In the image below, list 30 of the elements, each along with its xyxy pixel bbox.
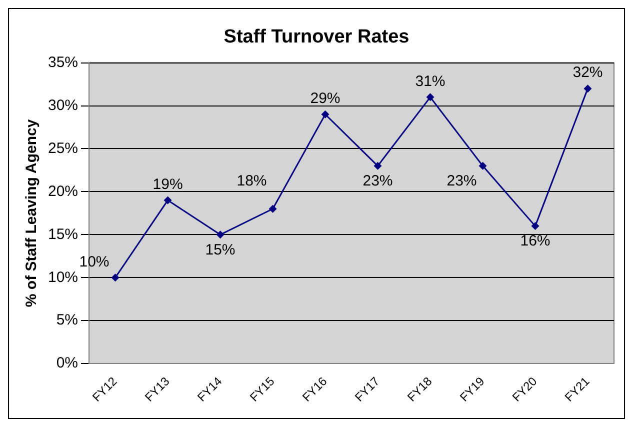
y-tick-label: 0% [56,354,78,372]
point [164,196,172,204]
y-axis-title: % of Staff Leaving Agency [23,118,40,308]
text: 10% [79,253,110,270]
y-tick-label: 25% [48,140,78,157]
text: 19% [152,176,183,193]
text: 31% [415,72,446,90]
text: 29% [310,90,340,107]
y-tick-label: 15% [48,226,78,243]
point [584,84,592,93]
y-tick-label: 20% [48,182,78,200]
point [111,274,120,282]
y-tick-label: 5% [56,312,78,329]
text: 16% [520,232,550,250]
point [268,204,277,213]
point [531,222,540,230]
text: 23% [446,172,477,190]
point [426,93,434,102]
text: 23% [362,172,393,190]
chart-title: Staff Turnover Rates [224,26,410,48]
text: 32% [572,64,603,82]
point [478,162,487,170]
point [216,230,224,239]
y-tick-label: 10% [48,268,78,286]
point [374,162,382,170]
text: 18% [236,172,267,190]
point [321,110,330,118]
y-tick-label: 35% [48,54,78,71]
y-tick-label: 30% [48,96,78,114]
text: 15% [205,241,236,258]
